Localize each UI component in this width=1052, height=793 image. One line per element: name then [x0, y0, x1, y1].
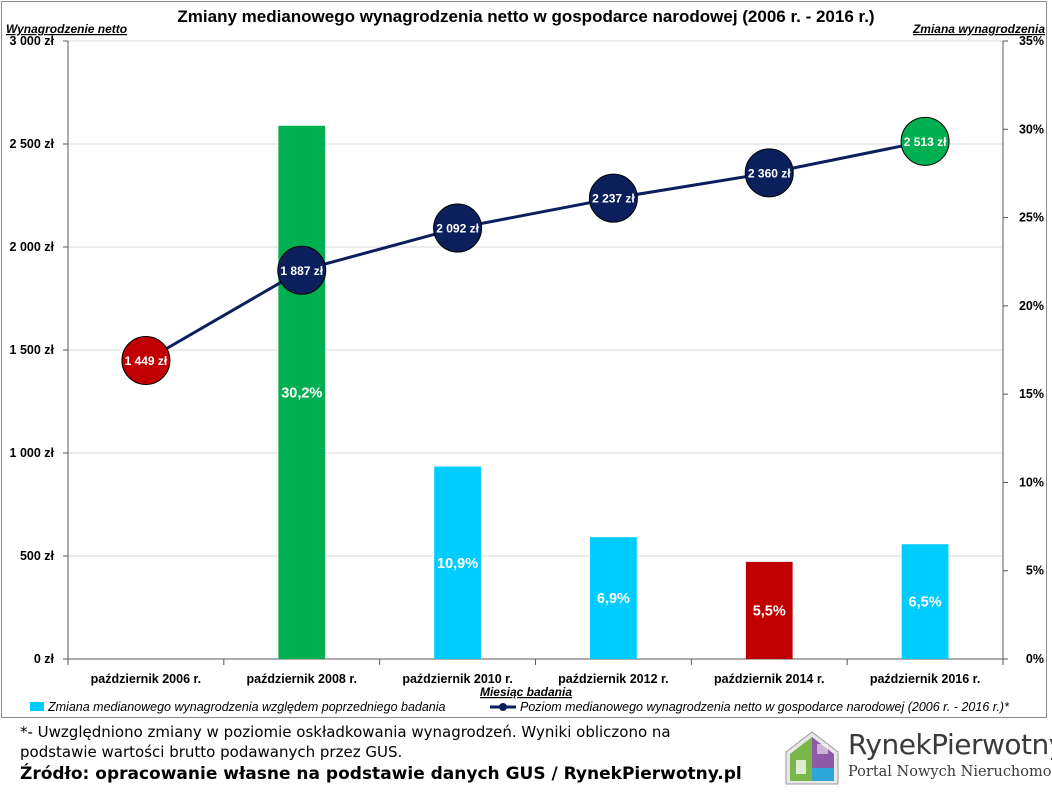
- bar-data-label: 6,5%: [909, 595, 942, 611]
- y-axis-left-title: Wynagrodzenie netto: [6, 22, 127, 36]
- legend-bar-label: Zmiana medianowego wynagrodzenia względe…: [47, 700, 446, 714]
- y-tick-label-left: 500 zł: [20, 549, 55, 563]
- house-logo-icon: [785, 731, 839, 785]
- line-marker: [900, 116, 950, 166]
- y-axis-right-title: Zmiana wynagrodzenia: [912, 22, 1045, 36]
- y-tick-label-right: 0%: [1026, 652, 1044, 666]
- y-tick-label-right: 15%: [1019, 387, 1044, 401]
- line-data-label: 2 092 zł: [436, 222, 479, 236]
- y-tick-label-left: 2 500 zł: [10, 137, 55, 151]
- combo-chart: Zmiany medianowego wynagrodzenia netto w…: [6, 7, 1045, 714]
- legend-line-label: Poziom medianowego wynagrodzenia netto w…: [520, 700, 1010, 714]
- legend-bar-swatch: [30, 702, 44, 711]
- bar: [278, 125, 326, 660]
- source-line: Źródło: opracowanie własne na podstawie …: [20, 764, 742, 784]
- bar: [901, 544, 949, 659]
- y-tick-label-right: 30%: [1019, 122, 1044, 136]
- y-tick-label-right: 5%: [1026, 564, 1044, 578]
- legend-line-marker: [499, 703, 507, 711]
- logo: RynekPierwotny Portal Nowych Nieruchomoś…: [782, 726, 1052, 788]
- line-data-label: 2 237 zł: [592, 192, 635, 206]
- x-axis-title: Miesiąc badania: [480, 685, 572, 699]
- x-tick-label: październik 2016 r.: [870, 672, 980, 686]
- y-tick-label-left: 3 000 zł: [10, 34, 55, 48]
- line-data-label: 2 513 zł: [904, 135, 947, 149]
- x-tick-label: październik 2008 r.: [247, 672, 357, 686]
- bar-data-label: 6,9%: [597, 591, 630, 607]
- line-marker: [588, 173, 638, 223]
- chart-title: Zmiany medianowego wynagrodzenia netto w…: [177, 7, 874, 26]
- footnote: *- Uwzględniono zmiany w poziomie oskład…: [20, 723, 671, 761]
- bar-data-label: 30,2%: [281, 385, 322, 401]
- x-tick-label: październik 2006 r.: [91, 672, 201, 686]
- y-tick-label-right: 25%: [1019, 211, 1044, 225]
- line-marker: [121, 336, 171, 386]
- bar: [745, 561, 793, 659]
- y-tick-label-right: 20%: [1019, 299, 1044, 313]
- logo-tagline: Portal Nowych Nieruchomości: [848, 764, 1052, 780]
- y-tick-label-right: 35%: [1019, 34, 1044, 48]
- bar: [590, 537, 637, 659]
- line-data-label: 2 360 zł: [748, 166, 791, 180]
- line-data-label: 1 449 zł: [125, 354, 168, 368]
- chart-frame: [1, 1, 1047, 718]
- y-tick-label-left: 1 500 zł: [10, 343, 55, 357]
- y-tick-label-left: 0 zł: [34, 652, 55, 666]
- y-tick-label-right: 10%: [1019, 475, 1044, 489]
- bar: [434, 466, 481, 659]
- y-tick-label-left: 1 000 zł: [10, 446, 55, 460]
- y-tick-label-left: 2 000 zł: [10, 240, 55, 254]
- line-marker: [744, 148, 794, 198]
- line-marker: [277, 245, 327, 295]
- line-data-label: 1 887 zł: [280, 264, 323, 278]
- logo-name: RynekPierwotny: [848, 728, 1052, 761]
- bar-data-label: 10,9%: [437, 556, 478, 572]
- bar-data-label: 5,5%: [753, 603, 786, 619]
- x-tick-label: październik 2014 r.: [714, 672, 824, 686]
- series-line: [145, 139, 926, 362]
- x-tick-label: październik 2010 r.: [402, 672, 512, 686]
- x-tick-label: październik 2012 r.: [558, 672, 668, 686]
- line-marker: [433, 203, 483, 253]
- footer: *- Uwzględniono zmiany w poziomie oskład…: [0, 718, 1052, 793]
